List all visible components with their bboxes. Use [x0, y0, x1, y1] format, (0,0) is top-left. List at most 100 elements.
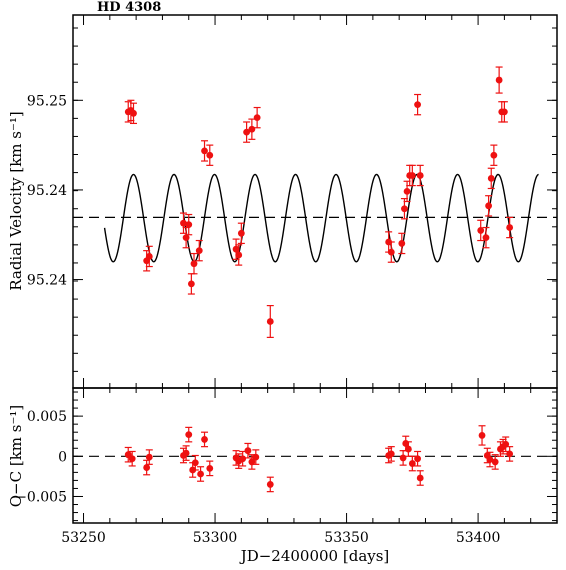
rv-point: [408, 164, 416, 187]
y-tick-label: 95.24: [27, 183, 67, 199]
residual-axis-ticks: 53250 53300 53350 53400 0.005 0 −0.005: [15, 388, 558, 546]
residual-point-marker: [404, 445, 412, 453]
rv-point-marker: [500, 108, 508, 116]
y-tick-label: 0: [58, 449, 67, 465]
rv-point-marker: [182, 234, 190, 242]
rv-point-marker: [235, 251, 243, 259]
y-tick-label: −0.005: [15, 489, 67, 505]
rv-point-marker: [145, 253, 153, 260]
y-tick-label: 95.24: [27, 273, 67, 289]
residual-point-marker: [185, 431, 193, 439]
rv-point-marker: [190, 260, 198, 268]
residual-point-marker: [387, 450, 395, 458]
rv-panel-frame: [72, 14, 558, 389]
residual-point-marker: [244, 447, 252, 455]
residual-point-marker: [145, 453, 153, 461]
rv-point-marker: [477, 227, 485, 234]
rv-axis-ticks: 95.24 95.24 95.25: [27, 15, 558, 388]
rv-point: [485, 195, 493, 217]
rv-point: [235, 244, 243, 266]
rv-point: [253, 106, 261, 129]
rv-point: [414, 93, 422, 116]
rv-point: [201, 140, 209, 162]
rv-point: [185, 213, 193, 236]
residual-point-marker: [491, 458, 499, 466]
residual-point-marker: [266, 481, 274, 488]
rv-point: [416, 164, 424, 187]
rv-point-marker: [201, 147, 208, 155]
rv-point-marker: [232, 245, 240, 253]
rv-point-marker: [195, 247, 203, 255]
rv-point: [206, 144, 214, 166]
star-name-label: HD 4308: [97, 0, 161, 15]
residual-point-marker: [478, 432, 486, 439]
rv-point-marker: [482, 234, 490, 242]
rv-point-marker: [180, 219, 187, 227]
residual-point: [239, 450, 247, 467]
rv-y-axis-label: Radial Velocity [km s⁻¹]: [7, 111, 25, 291]
residual-panel: 53250 53300 53350 53400 0.005 0 −0.005 O−C [km…: [7, 387, 558, 565]
residual-point-marker: [197, 470, 204, 478]
rv-panel: HD 4308 95.24 95.24 95.25 Radial Velocity …: [7, 0, 558, 389]
rv-point: [190, 252, 198, 275]
residual-point: [201, 431, 209, 448]
residual-point-marker: [399, 454, 407, 462]
residual-point-marker: [201, 436, 208, 443]
rv-point: [490, 144, 498, 166]
rv-point-marker: [243, 128, 251, 136]
rv-point: [482, 226, 490, 249]
residual-point-marker: [252, 453, 260, 461]
x-axis-label: JD−2400000 [days]: [239, 547, 390, 565]
residual-point: [387, 446, 395, 462]
residual-point-marker: [128, 455, 136, 463]
residual-point-marker: [143, 464, 151, 471]
rv-point: [179, 212, 187, 234]
y-tick-label: 0.005: [27, 409, 67, 425]
rv-point: [266, 304, 274, 338]
residual-point: [244, 442, 252, 459]
orbit-model-curve: [103, 173, 539, 263]
residual-data-points: [124, 425, 514, 493]
residual-panel-frame: [72, 387, 558, 524]
rv-point-marker: [506, 224, 514, 231]
rv-point-marker: [414, 101, 421, 109]
rv-point: [387, 241, 395, 263]
rv-point: [398, 232, 406, 255]
residual-point: [399, 450, 407, 466]
rv-point-marker: [237, 229, 245, 237]
rv-point-marker: [403, 187, 411, 195]
rv-point-marker: [398, 240, 406, 247]
rv-point: [243, 121, 251, 143]
y-tick-label: 95.25: [27, 93, 67, 109]
residual-point-marker: [506, 450, 514, 458]
residual-point: [502, 436, 510, 453]
residual-y-axis-label: O−C [km s⁻¹]: [7, 405, 25, 508]
rv-point: [500, 101, 508, 123]
rv-point: [130, 102, 137, 125]
rv-point-marker: [487, 174, 495, 182]
residual-point: [206, 460, 214, 477]
rv-point-marker: [387, 248, 395, 256]
residual-point-marker: [502, 440, 510, 448]
rv-point-marker: [248, 125, 256, 133]
rv-point-marker: [495, 76, 503, 84]
residual-point: [478, 425, 486, 446]
x-tick-label: 53300: [193, 530, 238, 546]
residual-point: [185, 426, 193, 443]
rv-point-marker: [253, 114, 261, 122]
residual-point-marker: [408, 460, 416, 467]
residual-point: [506, 446, 514, 462]
rv-point: [237, 222, 245, 245]
rv-point: [195, 239, 203, 262]
rv-point-marker: [266, 318, 274, 325]
x-tick-label: 53350: [324, 530, 369, 546]
residual-point: [414, 450, 422, 467]
rv-point-marker: [490, 151, 498, 159]
residual-point-marker: [248, 458, 256, 466]
residual-point: [491, 454, 499, 470]
rv-point-marker: [485, 202, 493, 210]
residual-point: [197, 466, 205, 482]
residual-point-marker: [486, 456, 494, 463]
residual-point: [486, 451, 494, 468]
